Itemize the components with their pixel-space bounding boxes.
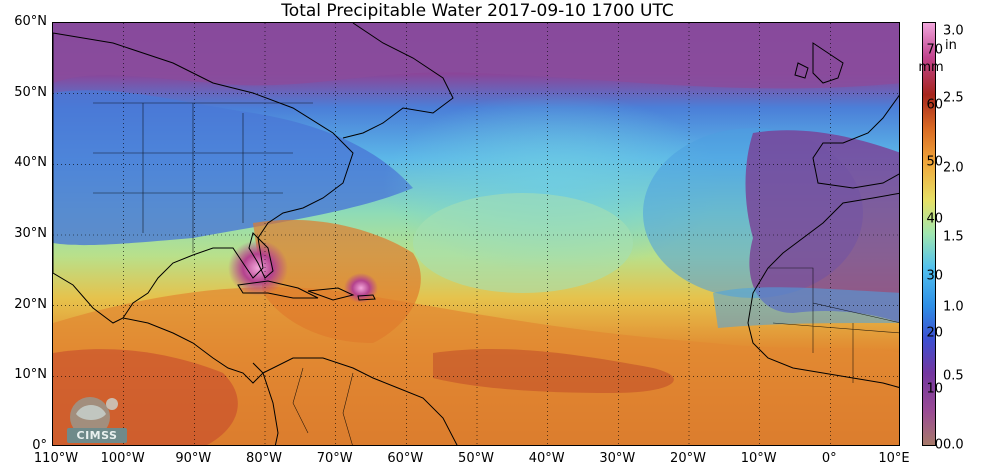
itcz-red-patch <box>433 348 674 393</box>
colorbar-in-tick: 0.0 <box>943 437 964 453</box>
lat-label-20n: 20°N <box>14 296 47 312</box>
north-dry-band <box>53 23 899 89</box>
cimss-logo-icon <box>70 397 118 437</box>
colorbar-mm-tick: 40 <box>926 211 943 227</box>
state-borders <box>93 102 313 253</box>
south-america-coast <box>262 357 458 445</box>
lon-label-30w: 30°W <box>599 451 636 466</box>
africa-borders <box>768 267 899 383</box>
lon-label-40w: 40°W <box>528 451 565 466</box>
lon-label-50w: 50°W <box>458 451 494 466</box>
colorbar-in-tick: 0.5 <box>943 368 964 384</box>
lat-label-60n: 60°N <box>14 14 47 29</box>
colorbar-in-tick: 2.0 <box>943 160 964 176</box>
colorbar-mm-tick: 70 <box>926 42 943 58</box>
colorbar-mm-tick: 0 <box>934 437 943 453</box>
british-isles-coast <box>794 42 844 84</box>
lat-label-10n: 10°N <box>14 367 47 383</box>
lon-label-60w: 60°W <box>387 451 424 466</box>
florida-coast <box>248 232 274 279</box>
north-america-coast <box>53 32 354 324</box>
canada-east-coast <box>342 23 454 139</box>
colorbar-unit-mm: mm <box>918 60 944 75</box>
caribbean-moisture <box>253 219 421 343</box>
colorbar-mm-tick: 10 <box>926 381 943 397</box>
hurricane-irma <box>228 240 288 296</box>
colorbar-in-tick: 2.5 <box>943 90 964 106</box>
colorbar-mm-tick: 60 <box>926 97 943 113</box>
lat-label-40n: 40°N <box>14 155 47 171</box>
cimss-logo-text: CIMSS <box>67 428 127 443</box>
colorbar-unit-in: in <box>945 38 957 53</box>
lon-label-20w: 20°W <box>670 451 706 466</box>
sahara-dry-region <box>745 130 899 323</box>
colorbar-mm-tick: 50 <box>926 154 943 170</box>
cuba-coast <box>237 280 319 299</box>
colorbar-in-tick: 1.0 <box>943 299 964 315</box>
lon-label-70w: 70°W <box>316 451 353 466</box>
colorbar-in-tick: 3.0 <box>943 23 964 39</box>
lon-label-90w: 90°W <box>175 451 212 466</box>
lon-label-10w: 10°W <box>740 451 777 466</box>
map-svg <box>53 23 899 445</box>
lon-label-0: 0° <box>821 451 837 466</box>
central-america-coast <box>122 317 264 384</box>
lat-label-30n: 30°N <box>14 226 47 241</box>
colorbar-in-tick: 1.5 <box>943 229 964 245</box>
africa-coast <box>747 192 899 388</box>
lat-label-50n: 50°N <box>14 84 47 100</box>
precipitable-water-map <box>52 22 900 446</box>
lon-label-10e: 10°E <box>878 451 910 466</box>
lon-label-80w: 80°W <box>246 451 282 466</box>
map-title: Total Precipitable Water 2017-09-10 1700… <box>281 1 674 21</box>
lon-label-110w: 110°W <box>33 451 79 466</box>
lat-label-equator: 0° <box>32 438 47 453</box>
lon-label-100w: 100°W <box>100 451 145 466</box>
colorbar-mm-tick: 20 <box>926 325 943 341</box>
hurricane-jose <box>344 273 378 303</box>
iberia-coast <box>812 94 899 189</box>
west-africa-moisture <box>713 287 899 328</box>
south-america-borders <box>292 367 354 445</box>
colorbar <box>922 22 936 446</box>
graticule <box>53 23 899 445</box>
colorbar-mm-tick: 30 <box>926 268 943 284</box>
atlantic-green-swirl <box>413 193 633 293</box>
caribbean-islands <box>307 287 376 301</box>
